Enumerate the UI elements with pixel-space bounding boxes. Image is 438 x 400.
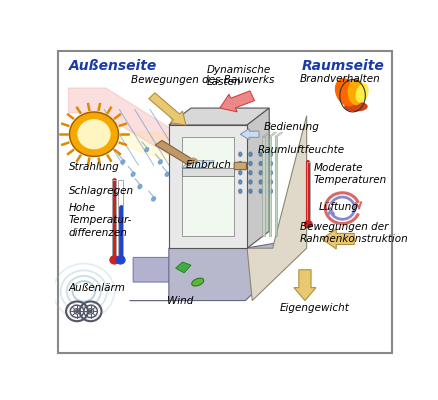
Polygon shape	[68, 88, 258, 208]
Polygon shape	[106, 131, 235, 184]
Bar	[118, 180, 122, 258]
FancyArrow shape	[219, 91, 254, 112]
Polygon shape	[181, 161, 214, 168]
Circle shape	[116, 256, 125, 264]
Text: Brandverhalten: Brandverhalten	[299, 74, 380, 84]
FancyArrow shape	[321, 229, 353, 249]
Text: Einbruch: Einbruch	[185, 160, 231, 170]
Ellipse shape	[258, 189, 261, 193]
Text: Bewegungen des Bauwerks: Bewegungen des Bauwerks	[131, 75, 274, 85]
Polygon shape	[268, 132, 276, 137]
Text: Eigengewicht: Eigengewicht	[279, 303, 349, 313]
Polygon shape	[175, 262, 191, 273]
Ellipse shape	[151, 197, 155, 201]
Ellipse shape	[344, 102, 366, 111]
Bar	[181, 137, 233, 236]
Ellipse shape	[258, 162, 261, 166]
Polygon shape	[133, 245, 211, 294]
Text: Raumluftfeuchte: Raumluftfeuchte	[257, 145, 344, 155]
Polygon shape	[155, 140, 194, 166]
Ellipse shape	[269, 189, 272, 193]
Text: Wind: Wind	[167, 296, 193, 306]
Polygon shape	[130, 239, 299, 300]
Ellipse shape	[238, 180, 241, 184]
Bar	[306, 162, 309, 222]
Ellipse shape	[248, 189, 251, 193]
Ellipse shape	[355, 84, 367, 102]
Circle shape	[110, 256, 119, 264]
Ellipse shape	[238, 171, 241, 175]
Ellipse shape	[238, 152, 241, 156]
Ellipse shape	[248, 152, 251, 156]
Text: Lüftung: Lüftung	[318, 202, 358, 212]
Ellipse shape	[248, 162, 251, 166]
Polygon shape	[274, 137, 277, 236]
Ellipse shape	[269, 152, 272, 156]
Ellipse shape	[258, 180, 261, 184]
Circle shape	[89, 310, 92, 312]
Ellipse shape	[138, 184, 141, 189]
Ellipse shape	[238, 162, 241, 166]
Circle shape	[304, 221, 311, 228]
Circle shape	[75, 310, 78, 312]
Bar	[181, 168, 233, 176]
Ellipse shape	[269, 162, 272, 166]
Text: Außenlärm: Außenlärm	[68, 283, 125, 293]
Ellipse shape	[258, 152, 261, 156]
Ellipse shape	[158, 160, 162, 164]
Circle shape	[78, 120, 110, 149]
Polygon shape	[262, 132, 270, 137]
Bar	[169, 125, 247, 248]
Circle shape	[69, 112, 118, 156]
Text: Schlagregen: Schlagregen	[68, 186, 133, 196]
Polygon shape	[274, 132, 282, 137]
Ellipse shape	[191, 158, 197, 163]
Ellipse shape	[191, 278, 203, 286]
Polygon shape	[247, 108, 268, 248]
Text: Dynamische
Lasten: Dynamische Lasten	[206, 64, 270, 87]
Ellipse shape	[131, 172, 135, 176]
Ellipse shape	[258, 171, 261, 175]
Ellipse shape	[165, 172, 169, 176]
FancyBboxPatch shape	[233, 162, 246, 170]
FancyArrow shape	[148, 93, 185, 125]
Text: Außenseite: Außenseite	[68, 59, 156, 73]
Ellipse shape	[269, 171, 272, 175]
Polygon shape	[247, 116, 306, 300]
Ellipse shape	[347, 80, 363, 104]
Ellipse shape	[238, 189, 241, 193]
Polygon shape	[262, 137, 265, 236]
Ellipse shape	[248, 180, 251, 184]
FancyArrow shape	[240, 129, 258, 140]
Ellipse shape	[121, 160, 124, 164]
Text: Strahlung: Strahlung	[68, 162, 119, 172]
Ellipse shape	[145, 148, 148, 152]
FancyArrow shape	[293, 270, 315, 300]
Text: Bewegungen der
Rahmenkonstruktion: Bewegungen der Rahmenkonstruktion	[299, 222, 408, 244]
Ellipse shape	[335, 79, 357, 106]
Ellipse shape	[269, 180, 272, 184]
Polygon shape	[268, 137, 271, 236]
Text: Hohe
Temperatur-
differenzen: Hohe Temperatur- differenzen	[68, 203, 131, 238]
Polygon shape	[169, 108, 268, 125]
Ellipse shape	[248, 171, 251, 175]
Text: Bedienung: Bedienung	[264, 122, 319, 132]
Bar	[112, 180, 116, 258]
Text: Raumseite: Raumseite	[301, 59, 384, 73]
Text: Moderate
Temperaturen: Moderate Temperaturen	[313, 163, 386, 186]
